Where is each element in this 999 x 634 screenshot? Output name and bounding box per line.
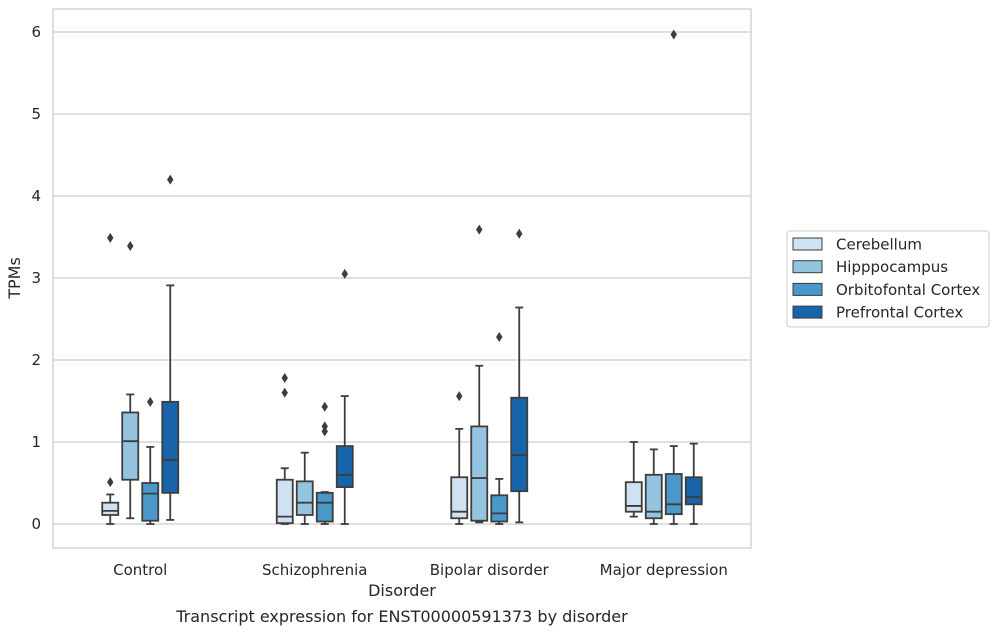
chart-title: Transcript expression for ENST0000059137… [175,607,628,626]
x-tick-label: Bipolar disorder [430,561,550,579]
box-2-1 [121,241,140,520]
outlier-point [321,401,328,412]
box-iqr [121,411,140,481]
box-1-3 [450,391,469,525]
y-axis-label: TPMs [5,257,24,300]
outlier-point [670,29,677,40]
x-axis-label: Disorder [368,581,436,600]
outlier-point [341,268,348,279]
x-tick-label: Control [113,561,167,579]
box-1-4 [624,441,643,518]
legend-swatch [792,305,823,319]
y-tick-label: 1 [31,433,41,451]
outlier-point [167,174,174,185]
outlier-point [516,228,523,239]
x-tick-labels: Control Schizophrenia Bipolar disorder Majo… [113,561,728,579]
legend-swatch [792,260,823,274]
box-iqr [624,481,643,513]
y-tick-label: 0 [31,515,41,533]
outlier-point [321,421,328,432]
box-iqr [470,425,489,522]
legend-label: Hipppocampus [836,258,948,276]
outlier-point [281,373,288,384]
box-4-2 [335,268,354,525]
y-tick-labels: 0 1 2 3 4 5 6 [31,23,41,533]
box-iqr [315,491,334,523]
box-3-3 [490,332,509,525]
outlier-point [496,332,503,343]
box-iqr [664,473,683,516]
box-3-1 [141,396,160,525]
x-tick-label: Schizophrenia [262,561,367,579]
box-iqr [161,400,180,494]
legend: Cerebellum Hipppocampus Orbitofontal Corte… [786,230,990,328]
box-plot-series [101,29,703,525]
outlier-point [107,232,114,243]
outlier-point [456,391,463,402]
box-4-3 [510,228,529,524]
outlier-point [147,396,154,407]
box-iqr [510,396,529,493]
grid-lines [53,31,751,525]
outlier-point [281,387,288,398]
y-tick-label: 2 [31,351,41,369]
box-2-2 [295,451,314,525]
box-1-1 [101,232,120,525]
y-tick-label: 5 [31,105,41,123]
box-iqr [450,476,469,520]
legend-label: Orbitofontal Cortex [836,281,980,299]
box-iqr [335,445,354,489]
outlier-point [107,477,114,488]
legend-label: Cerebellum [836,236,922,254]
y-tick-label: 3 [31,269,41,287]
legend-swatch [792,282,823,296]
outlier-point [127,241,134,252]
legend-frame [786,230,990,328]
box-3-4 [664,29,683,525]
outlier-point [476,224,483,235]
box-2-4 [644,448,663,525]
box-iqr [141,482,160,522]
box-4-4 [684,442,703,525]
box-iqr [644,473,663,520]
box-iqr [101,501,120,516]
legend-swatch [792,237,823,251]
legend-label: Prefrontal Cortex [836,304,963,322]
y-tick-label: 4 [31,187,41,205]
box-1-2 [275,373,294,525]
y-tick-label: 6 [31,23,41,41]
x-tick-label: Major depression [600,561,728,579]
box-iqr [490,494,509,523]
box-4-1 [161,174,180,521]
box-iqr [684,476,703,506]
box-iqr [295,480,314,516]
box-3-2 [315,401,334,525]
plot-frame [52,8,752,549]
box-iqr [275,478,294,525]
box-2-3 [470,224,489,524]
